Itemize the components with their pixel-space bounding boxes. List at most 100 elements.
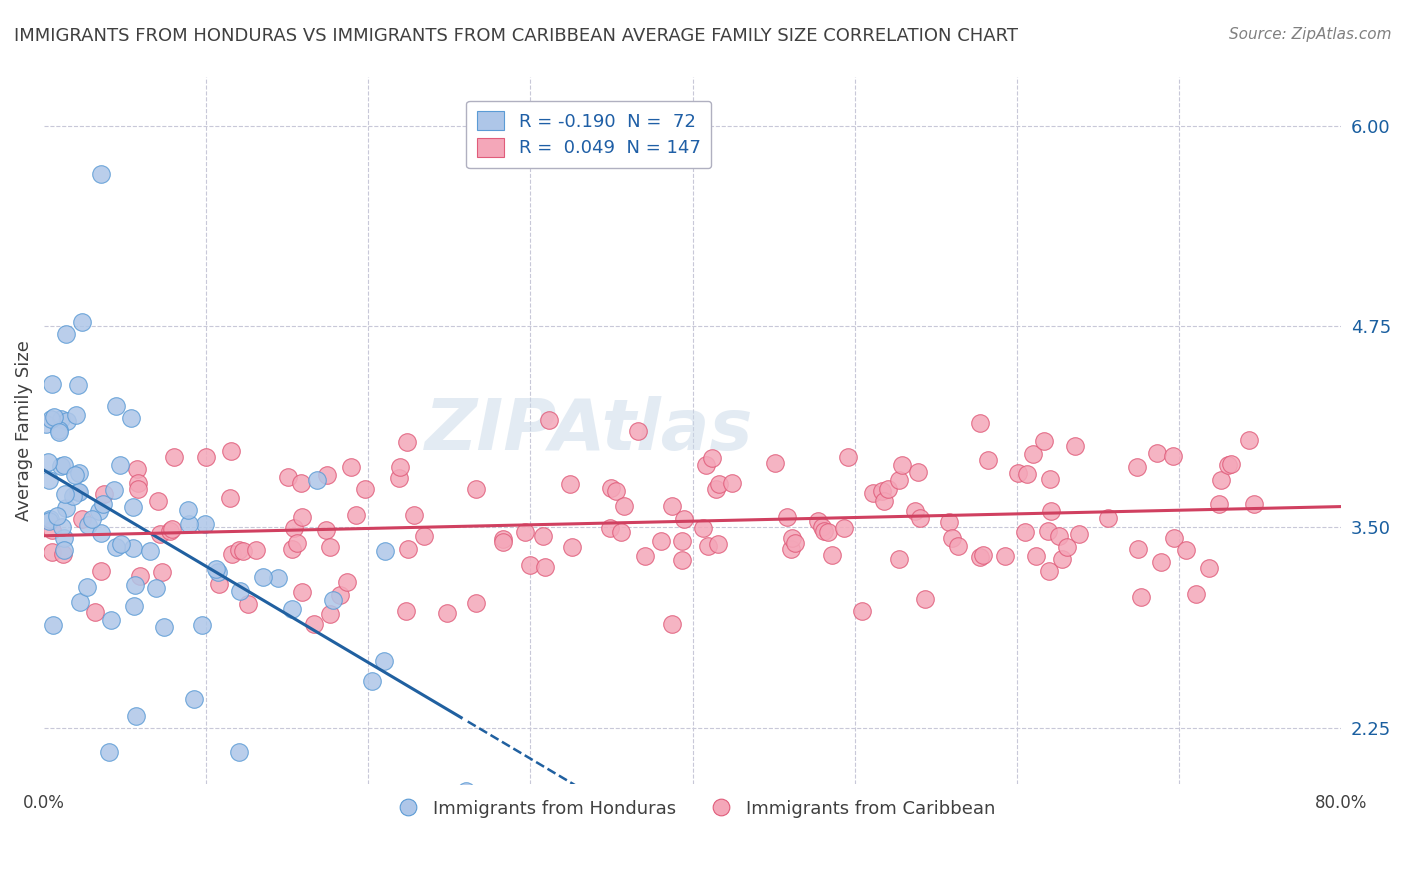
Point bbox=[661, 616, 683, 631]
Point bbox=[464, 482, 486, 496]
Point bbox=[122, 599, 145, 613]
Point bbox=[35, 417, 58, 431]
Point bbox=[977, 453, 1000, 467]
Point bbox=[150, 565, 173, 579]
Point bbox=[42, 409, 65, 424]
Point bbox=[228, 542, 250, 557]
Legend: Immigrants from Honduras, Immigrants from Caribbean: Immigrants from Honduras, Immigrants fro… bbox=[382, 792, 1002, 825]
Point bbox=[62, 489, 84, 503]
Point bbox=[69, 595, 91, 609]
Point bbox=[1218, 458, 1240, 473]
Point bbox=[873, 493, 896, 508]
Point bbox=[994, 549, 1017, 563]
Point bbox=[389, 460, 412, 475]
Point bbox=[1211, 474, 1233, 488]
Point bbox=[51, 520, 73, 534]
Point bbox=[1150, 555, 1173, 569]
Point bbox=[402, 508, 425, 522]
Point bbox=[1097, 511, 1119, 525]
Point bbox=[39, 512, 62, 526]
Point bbox=[281, 542, 304, 557]
Point bbox=[195, 450, 218, 464]
Point bbox=[907, 466, 929, 480]
Point bbox=[707, 537, 730, 551]
Point bbox=[821, 548, 844, 562]
Point bbox=[228, 745, 250, 759]
Point bbox=[245, 543, 267, 558]
Point bbox=[139, 543, 162, 558]
Point bbox=[219, 491, 242, 505]
Point bbox=[946, 539, 969, 553]
Point bbox=[1064, 439, 1087, 453]
Point bbox=[837, 450, 859, 465]
Point bbox=[704, 482, 727, 496]
Point bbox=[807, 514, 830, 528]
Point bbox=[159, 524, 181, 539]
Point bbox=[110, 458, 132, 472]
Point bbox=[67, 466, 90, 480]
Text: IMMIGRANTS FROM HONDURAS VS IMMIGRANTS FROM CARIBBEAN AVERAGE FAMILY SIZE CORREL: IMMIGRANTS FROM HONDURAS VS IMMIGRANTS F… bbox=[14, 27, 1018, 45]
Point bbox=[162, 522, 184, 536]
Point bbox=[1007, 467, 1029, 481]
Point bbox=[610, 525, 633, 540]
Point bbox=[41, 377, 63, 392]
Point bbox=[65, 408, 87, 422]
Point bbox=[1056, 540, 1078, 554]
Point bbox=[110, 537, 132, 551]
Point bbox=[219, 443, 242, 458]
Point bbox=[464, 596, 486, 610]
Point bbox=[87, 504, 110, 518]
Point bbox=[813, 524, 835, 538]
Point bbox=[163, 450, 186, 464]
Point bbox=[671, 552, 693, 566]
Point bbox=[1208, 497, 1230, 511]
Point bbox=[55, 501, 77, 516]
Point bbox=[236, 597, 259, 611]
Point bbox=[695, 458, 717, 472]
Point bbox=[605, 483, 627, 498]
Point bbox=[103, 483, 125, 498]
Text: ZIPAtlas: ZIPAtlas bbox=[425, 396, 754, 466]
Point bbox=[887, 551, 910, 566]
Point bbox=[395, 605, 418, 619]
Point bbox=[38, 473, 60, 487]
Point bbox=[851, 604, 873, 618]
Point bbox=[492, 533, 515, 547]
Point bbox=[105, 399, 128, 413]
Point bbox=[77, 518, 100, 533]
Point bbox=[1198, 561, 1220, 575]
Point bbox=[281, 602, 304, 616]
Point bbox=[145, 581, 167, 595]
Point bbox=[49, 412, 72, 426]
Point bbox=[97, 745, 120, 759]
Point bbox=[1036, 524, 1059, 539]
Point bbox=[39, 411, 62, 425]
Point bbox=[121, 500, 143, 514]
Point bbox=[626, 424, 648, 438]
Point bbox=[1163, 450, 1185, 464]
Point bbox=[720, 475, 742, 490]
Point bbox=[322, 593, 344, 607]
Point bbox=[697, 539, 720, 553]
Point bbox=[285, 536, 308, 550]
Point bbox=[817, 524, 839, 539]
Point bbox=[266, 571, 288, 585]
Point bbox=[66, 378, 89, 392]
Point bbox=[93, 487, 115, 501]
Point bbox=[90, 167, 112, 181]
Point bbox=[531, 529, 554, 543]
Point bbox=[561, 540, 583, 554]
Point bbox=[41, 523, 63, 537]
Point bbox=[72, 512, 94, 526]
Point bbox=[1047, 528, 1070, 542]
Point bbox=[890, 458, 912, 472]
Point bbox=[374, 544, 396, 558]
Point bbox=[53, 542, 76, 557]
Point bbox=[533, 560, 555, 574]
Point bbox=[72, 316, 94, 330]
Point bbox=[872, 484, 894, 499]
Point bbox=[183, 692, 205, 706]
Point bbox=[1039, 504, 1062, 518]
Point bbox=[1130, 591, 1153, 605]
Point bbox=[127, 475, 149, 490]
